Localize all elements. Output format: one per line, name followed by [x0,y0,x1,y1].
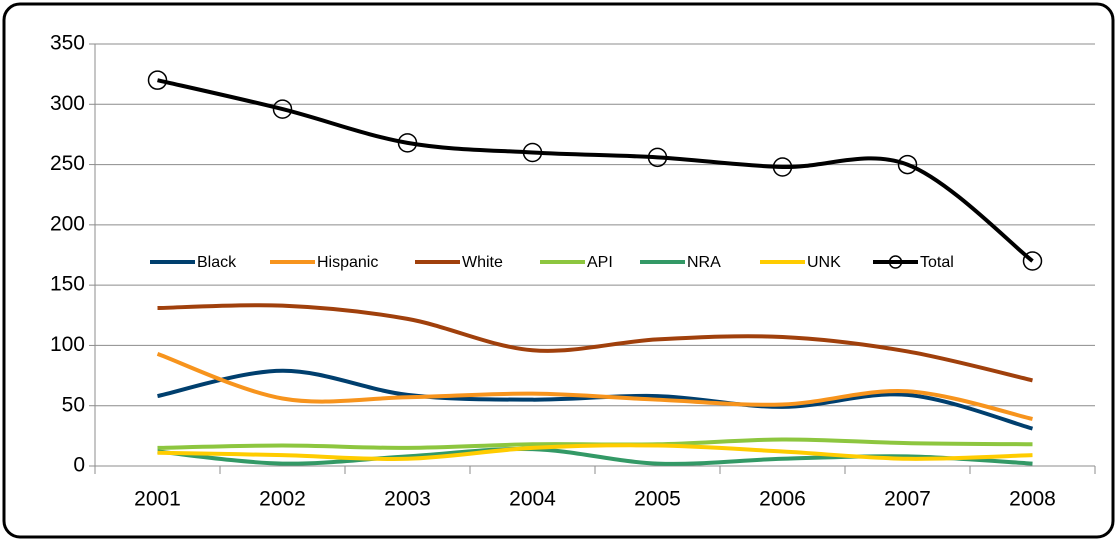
y-tick-label: 100 [50,333,85,356]
legend-label: Total [920,254,954,271]
legend-marker [888,255,903,269]
legend-label: White [462,254,503,271]
point-marker [1022,251,1043,271]
y-tick-label: 250 [50,152,85,175]
point-marker [647,147,668,168]
x-tick-label: 2007 [884,488,931,511]
y-tick-label: 0 [73,454,85,477]
series-line [156,351,1033,421]
legend-label: NRA [687,254,721,271]
legend-label: Black [197,254,237,271]
legend-label: UNK [807,254,841,271]
legend-label: API [587,254,613,271]
x-tick-label: 2003 [384,488,431,511]
series-line [157,78,1034,263]
y-tick-label: 150 [50,273,85,296]
grid: 0 50 100 150 200 250 300 350 2001 2002 2003 2004 200… [50,32,1096,511]
x-tick-label: 2002 [259,488,306,511]
legend-label: Hispanic [317,254,378,271]
chart-border [2,2,1115,539]
series-line [157,443,1033,461]
x-tick-label: 2006 [759,488,806,511]
point-marker [897,154,918,175]
series-lines [147,70,1043,466]
y-tick-label: 50 [62,393,85,416]
x-tick-label: 2004 [509,488,556,511]
x-tick-label: 2005 [634,488,681,511]
point-marker [397,133,418,153]
point-marker [147,70,168,90]
y-tick-label: 300 [50,92,85,115]
point-marker [522,142,543,163]
y-tick-label: 350 [50,32,85,55]
x-tick-label: 2001 [134,488,181,511]
point-marker [272,99,293,119]
series-line [157,303,1033,383]
x-tick-label: 2008 [1009,488,1056,511]
point-marker [772,157,793,177]
series-line [157,446,1033,466]
y-tick-label: 200 [50,212,85,235]
legend: Black Hispanic White API NRA UNK Total [150,254,954,271]
